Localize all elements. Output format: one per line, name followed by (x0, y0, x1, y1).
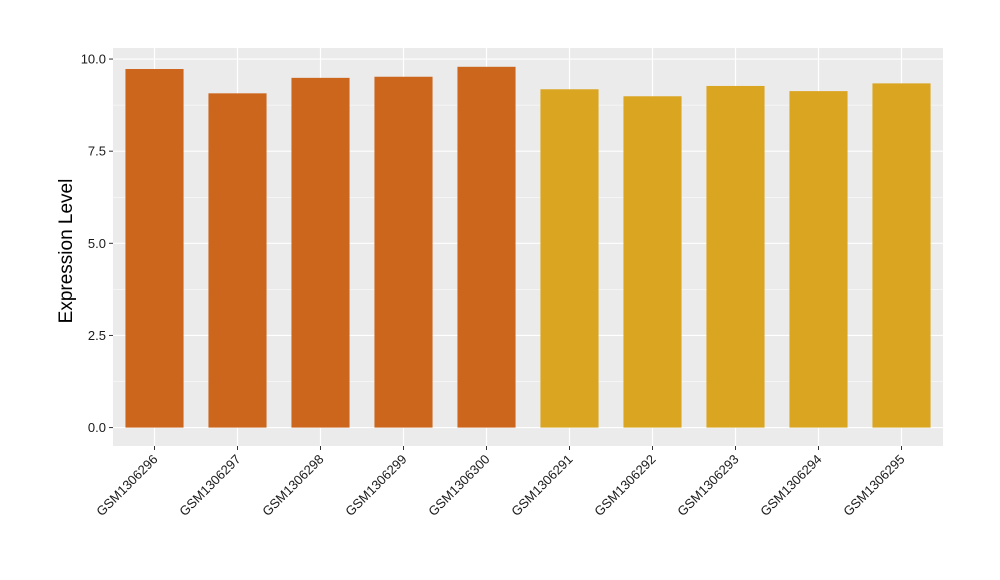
y-tick-label: 2.5 (88, 328, 106, 343)
x-tick-label: GSM1306291 (508, 452, 575, 519)
bar (457, 66, 516, 428)
y-tick-label: 7.5 (88, 144, 106, 159)
y-axis: 0.0 2.5 5.0 7.5 10.0 (81, 52, 113, 435)
x-tick-label: GSM1306299 (342, 452, 409, 519)
bars (125, 66, 931, 428)
y-tick-label: 10.0 (81, 52, 106, 67)
y-tick-label: 0.0 (88, 420, 106, 435)
bar (706, 85, 765, 428)
y-axis-title: Expression Level (56, 179, 77, 324)
x-tick-label: GSM1306294 (757, 452, 824, 519)
bar (208, 93, 267, 428)
x-tick-label: GSM1306292 (591, 452, 658, 519)
bar (872, 83, 931, 428)
x-tick-label: GSM1306298 (259, 452, 326, 519)
x-tick-label: GSM1306300 (425, 452, 492, 519)
bar (789, 91, 848, 428)
bar (623, 96, 682, 428)
x-tick-label: GSM1306296 (93, 452, 160, 519)
y-tick-label: 5.0 (88, 236, 106, 251)
x-tick-label: GSM1306295 (840, 452, 907, 519)
bar (374, 76, 433, 428)
x-tick-label: GSM1306293 (674, 452, 741, 519)
bar (291, 77, 350, 428)
bar (540, 89, 599, 428)
x-axis: GSM1306296 GSM1306297 GSM1306298 GSM1306299… (93, 446, 908, 519)
bar (125, 69, 184, 428)
x-tick-label: GSM1306297 (176, 452, 243, 519)
